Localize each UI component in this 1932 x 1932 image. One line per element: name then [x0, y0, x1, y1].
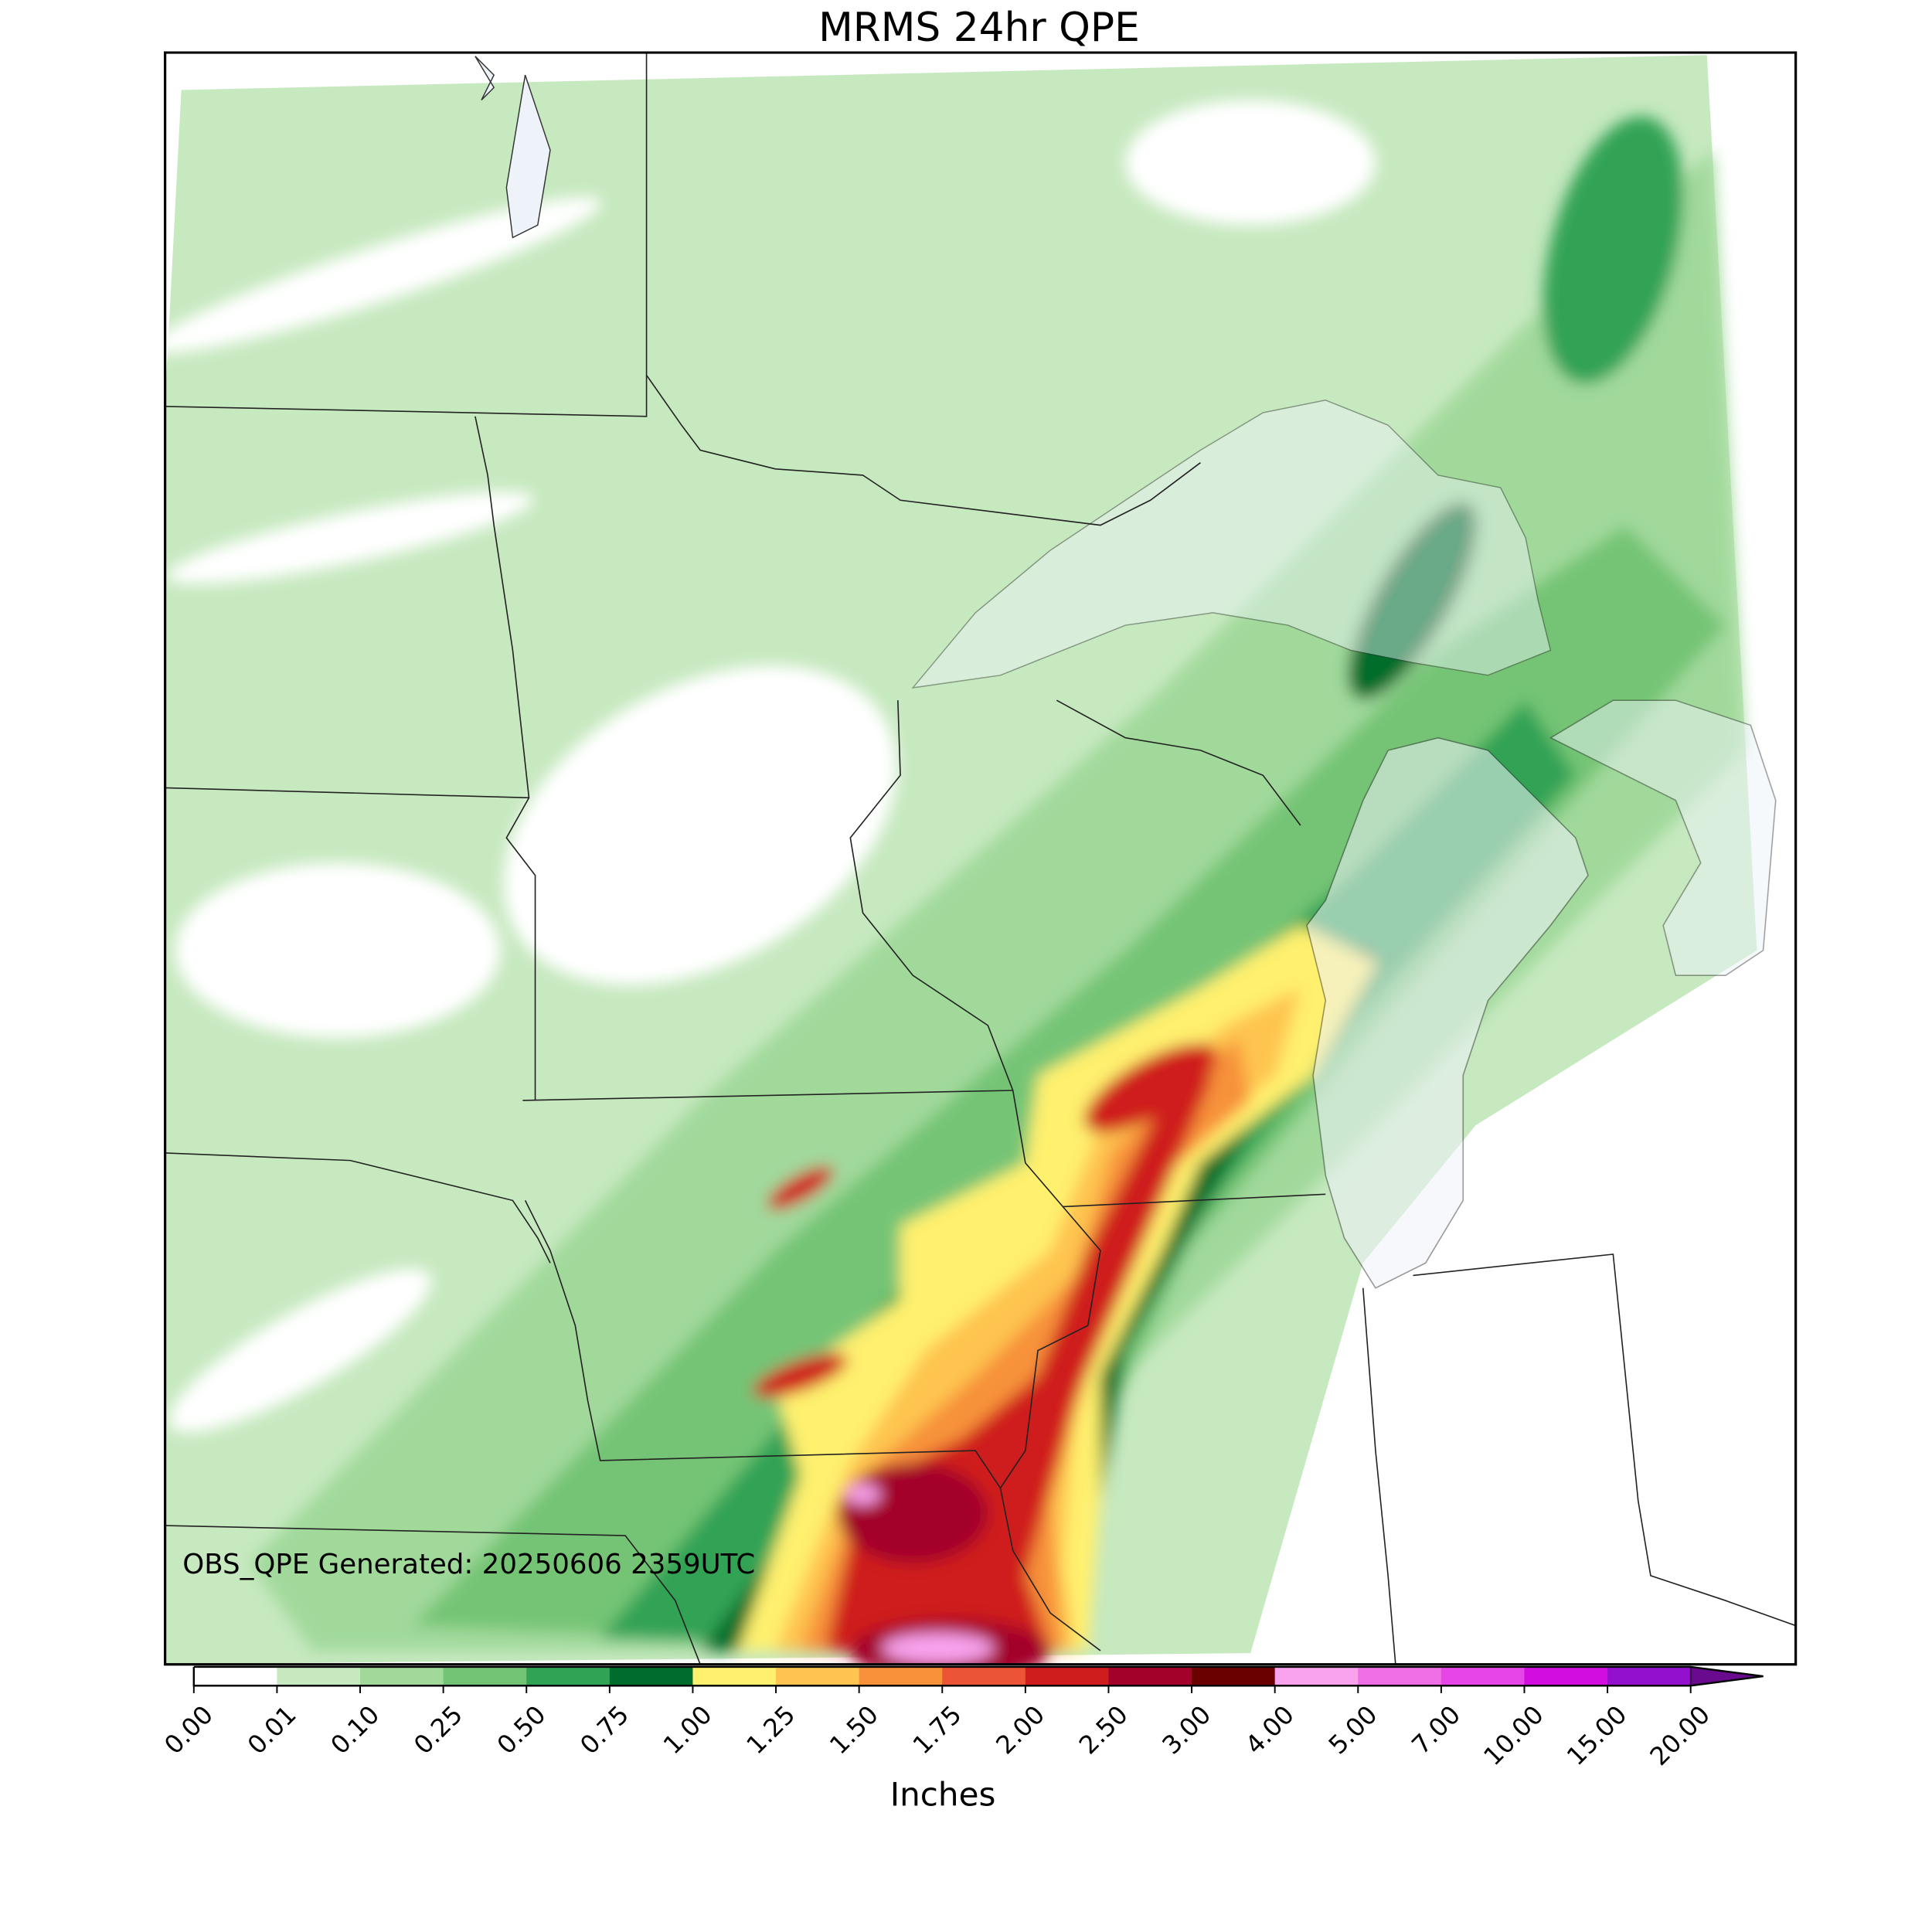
colorbar-outline: [192, 1665, 1764, 1687]
colorbar-segment: [443, 1666, 528, 1686]
border-wi-il: [1063, 1193, 1326, 1208]
border-ia-west: [524, 1200, 1002, 1489]
colorbar-tick-label: 2.50: [1073, 1700, 1134, 1760]
colorbar-tick-label: 0.10: [325, 1700, 386, 1760]
colorbar: 0.00 0.01 0.10 0.25 0.50 0.75 1.00 1.25 1.50 1.75…: [158, 1665, 1764, 1771]
border-sd-nd: [165, 787, 529, 799]
map-title: MRMS 24hr QPE: [818, 5, 1140, 51]
colorbar-segment: [526, 1666, 611, 1686]
colorbar-segment: [277, 1666, 361, 1686]
colorbar-segment: [1025, 1666, 1110, 1686]
lake-huron: [1549, 699, 1777, 976]
colorbar-tick-label: 20.00: [1645, 1700, 1716, 1771]
colorbar-tick-label: 7.00: [1406, 1700, 1466, 1760]
lake-michigan: [1306, 736, 1589, 1289]
colorbar-segment: [1440, 1666, 1526, 1686]
colorbar-tick-label: 0.00: [158, 1700, 219, 1760]
border-wi-mi: [1056, 699, 1301, 826]
border-canada: [165, 52, 648, 417]
colorbar-segment: [1108, 1666, 1192, 1686]
colorbar-segment: [360, 1666, 444, 1686]
lake-winnipeg: [474, 56, 551, 239]
border-il-in: [1362, 1287, 1396, 1665]
colorbar-label: Inches: [890, 1776, 996, 1814]
colorbar-segment: [1607, 1666, 1692, 1686]
precip-field: [165, 52, 1796, 1665]
colorbar-tick-label: 4.00: [1240, 1700, 1300, 1760]
colorbar-tick-label: 1.75: [907, 1700, 968, 1760]
colorbar-segment: [193, 1666, 278, 1686]
colorbar-tick-label: 2.00: [990, 1700, 1050, 1760]
map-frame: [163, 51, 1798, 1666]
colorbar-tick-label: 0.01: [242, 1700, 302, 1760]
colorbar-tick-label: 3.00: [1157, 1700, 1217, 1760]
colorbar-segment: [1524, 1666, 1608, 1686]
colorbar-segment: [609, 1666, 694, 1686]
colorbar-segment: [1358, 1666, 1442, 1686]
colorbar-tick-label: 10.00: [1478, 1700, 1549, 1771]
colorbar-tick-label: 1.25: [741, 1700, 801, 1760]
colorbar-extend-arrow: [1689, 1666, 1764, 1687]
colorbar-tick-label: 1.50: [824, 1700, 884, 1760]
colorbar-tick-label: 0.25: [408, 1700, 468, 1760]
border-in-oh: [1413, 1253, 1796, 1627]
colorbar-tick-label: 0.75: [574, 1700, 634, 1760]
colorbar-tick-label: 15.00: [1561, 1700, 1632, 1771]
border-ks-ne: [165, 1525, 701, 1665]
border-mn-canada: [645, 374, 1201, 526]
colorbar-tick-label: 5.00: [1323, 1700, 1383, 1760]
colorbar-tick-label: 0.50: [492, 1700, 552, 1760]
colorbar-segment: [942, 1666, 1026, 1686]
colorbar-segment: [1274, 1666, 1359, 1686]
lake-superior: [911, 400, 1552, 689]
border-ne-sd: [165, 1152, 551, 1264]
border-mn-west: [474, 416, 536, 1100]
colorbar-segment: [692, 1666, 777, 1686]
colorbar-segment: [859, 1666, 944, 1686]
generated-annotation: OBS_QPE Generated: 20250606 2359UTC: [182, 1549, 755, 1580]
colorbar-segment: [1192, 1666, 1276, 1686]
colorbar-segment: [776, 1666, 860, 1686]
colorbar-tick-label: 1.00: [658, 1700, 718, 1760]
border-mn-ia: [522, 1090, 1013, 1101]
